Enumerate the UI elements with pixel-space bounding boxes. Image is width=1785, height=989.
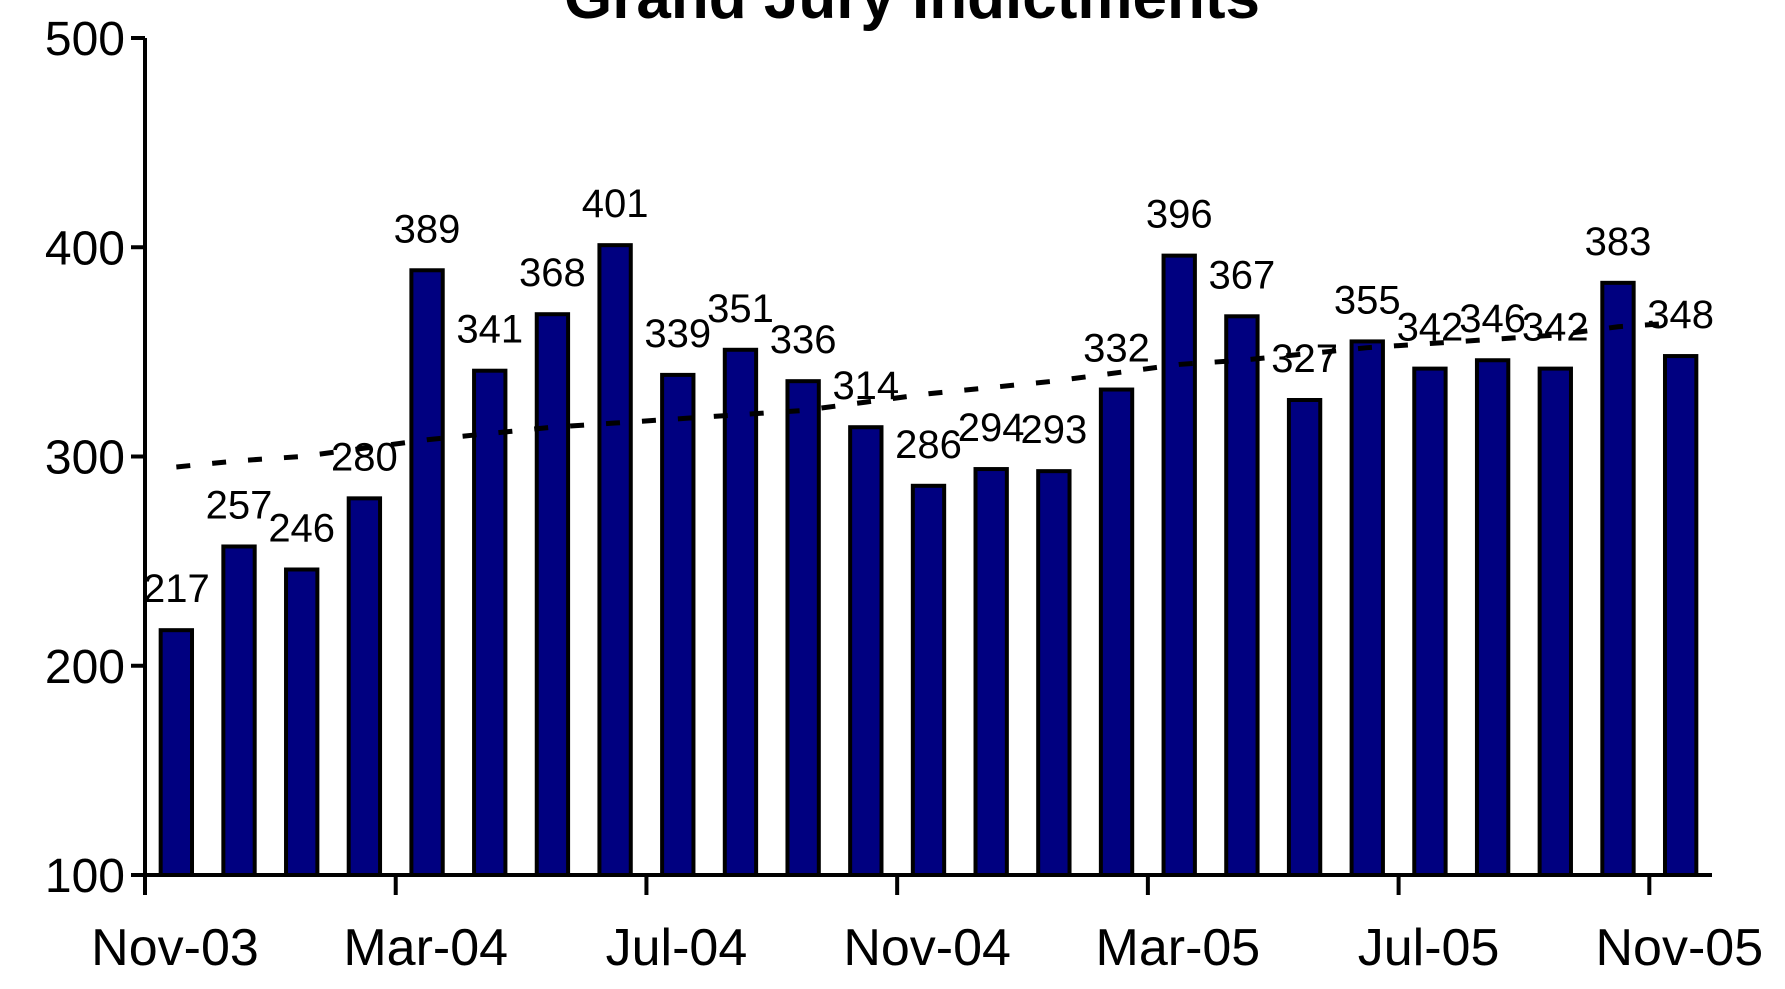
bar <box>409 268 445 877</box>
bar <box>346 496 383 877</box>
bar <box>284 567 320 877</box>
x-tick-label: Jul-04 <box>606 919 748 977</box>
x-tick-label: Jul-05 <box>1358 919 1500 977</box>
bar <box>660 372 696 877</box>
y-tick-label: 400 <box>45 222 125 275</box>
bar <box>1098 387 1135 877</box>
bar <box>1286 398 1323 877</box>
value-label: 339 <box>644 312 711 356</box>
value-label: 368 <box>519 251 586 295</box>
value-label: 383 <box>1585 220 1652 264</box>
value-label: 389 <box>394 207 461 251</box>
chart-title: Grand Jury Indictments <box>564 0 1260 32</box>
y-tick-label: 200 <box>45 641 125 694</box>
bar <box>534 312 571 877</box>
y-tick-label: 300 <box>45 432 125 485</box>
value-label: 327 <box>1271 337 1338 381</box>
bar <box>1600 280 1636 877</box>
bar <box>1036 469 1072 877</box>
bar <box>1224 314 1260 877</box>
value-label: 257 <box>206 483 273 527</box>
bar <box>158 628 195 877</box>
value-label: 351 <box>707 287 774 331</box>
value-label: 348 <box>1647 293 1714 337</box>
x-tick-label: Nov-05 <box>1595 919 1763 977</box>
bar <box>910 483 947 877</box>
value-label: 286 <box>895 423 962 467</box>
bar <box>1412 366 1448 877</box>
trend-line <box>176 320 1681 470</box>
value-label: 396 <box>1146 193 1213 237</box>
bar <box>785 379 821 877</box>
bar <box>597 243 633 878</box>
bar <box>221 544 257 877</box>
bar <box>472 368 508 877</box>
value-label: 246 <box>268 506 335 550</box>
value-label: 401 <box>582 182 649 226</box>
value-label: 346 <box>1459 297 1526 341</box>
value-label: 355 <box>1334 278 1401 322</box>
value-label: 294 <box>958 406 1025 450</box>
bar <box>1537 366 1573 877</box>
value-label: 341 <box>456 308 523 352</box>
value-label: 342 <box>1522 306 1589 350</box>
x-tick-label: Mar-04 <box>343 919 508 977</box>
value-label: 293 <box>1020 408 1087 452</box>
value-label: 217 <box>143 567 210 611</box>
bar <box>1474 358 1511 877</box>
x-tick-label: Nov-04 <box>843 919 1011 977</box>
value-label: 332 <box>1083 327 1150 371</box>
value-label: 367 <box>1209 253 1276 297</box>
x-tick-label: Mar-05 <box>1096 919 1261 977</box>
x-tick-label: Nov-03 <box>91 919 259 977</box>
bar <box>848 425 884 877</box>
bar <box>973 467 1009 877</box>
bar <box>1161 253 1197 877</box>
y-tick-label: 100 <box>45 850 125 903</box>
bar <box>722 347 759 878</box>
value-label: 336 <box>770 318 837 362</box>
bar <box>1662 354 1699 877</box>
y-tick-label: 500 <box>45 13 125 66</box>
value-label: 280 <box>331 435 398 479</box>
bar <box>1349 339 1385 878</box>
